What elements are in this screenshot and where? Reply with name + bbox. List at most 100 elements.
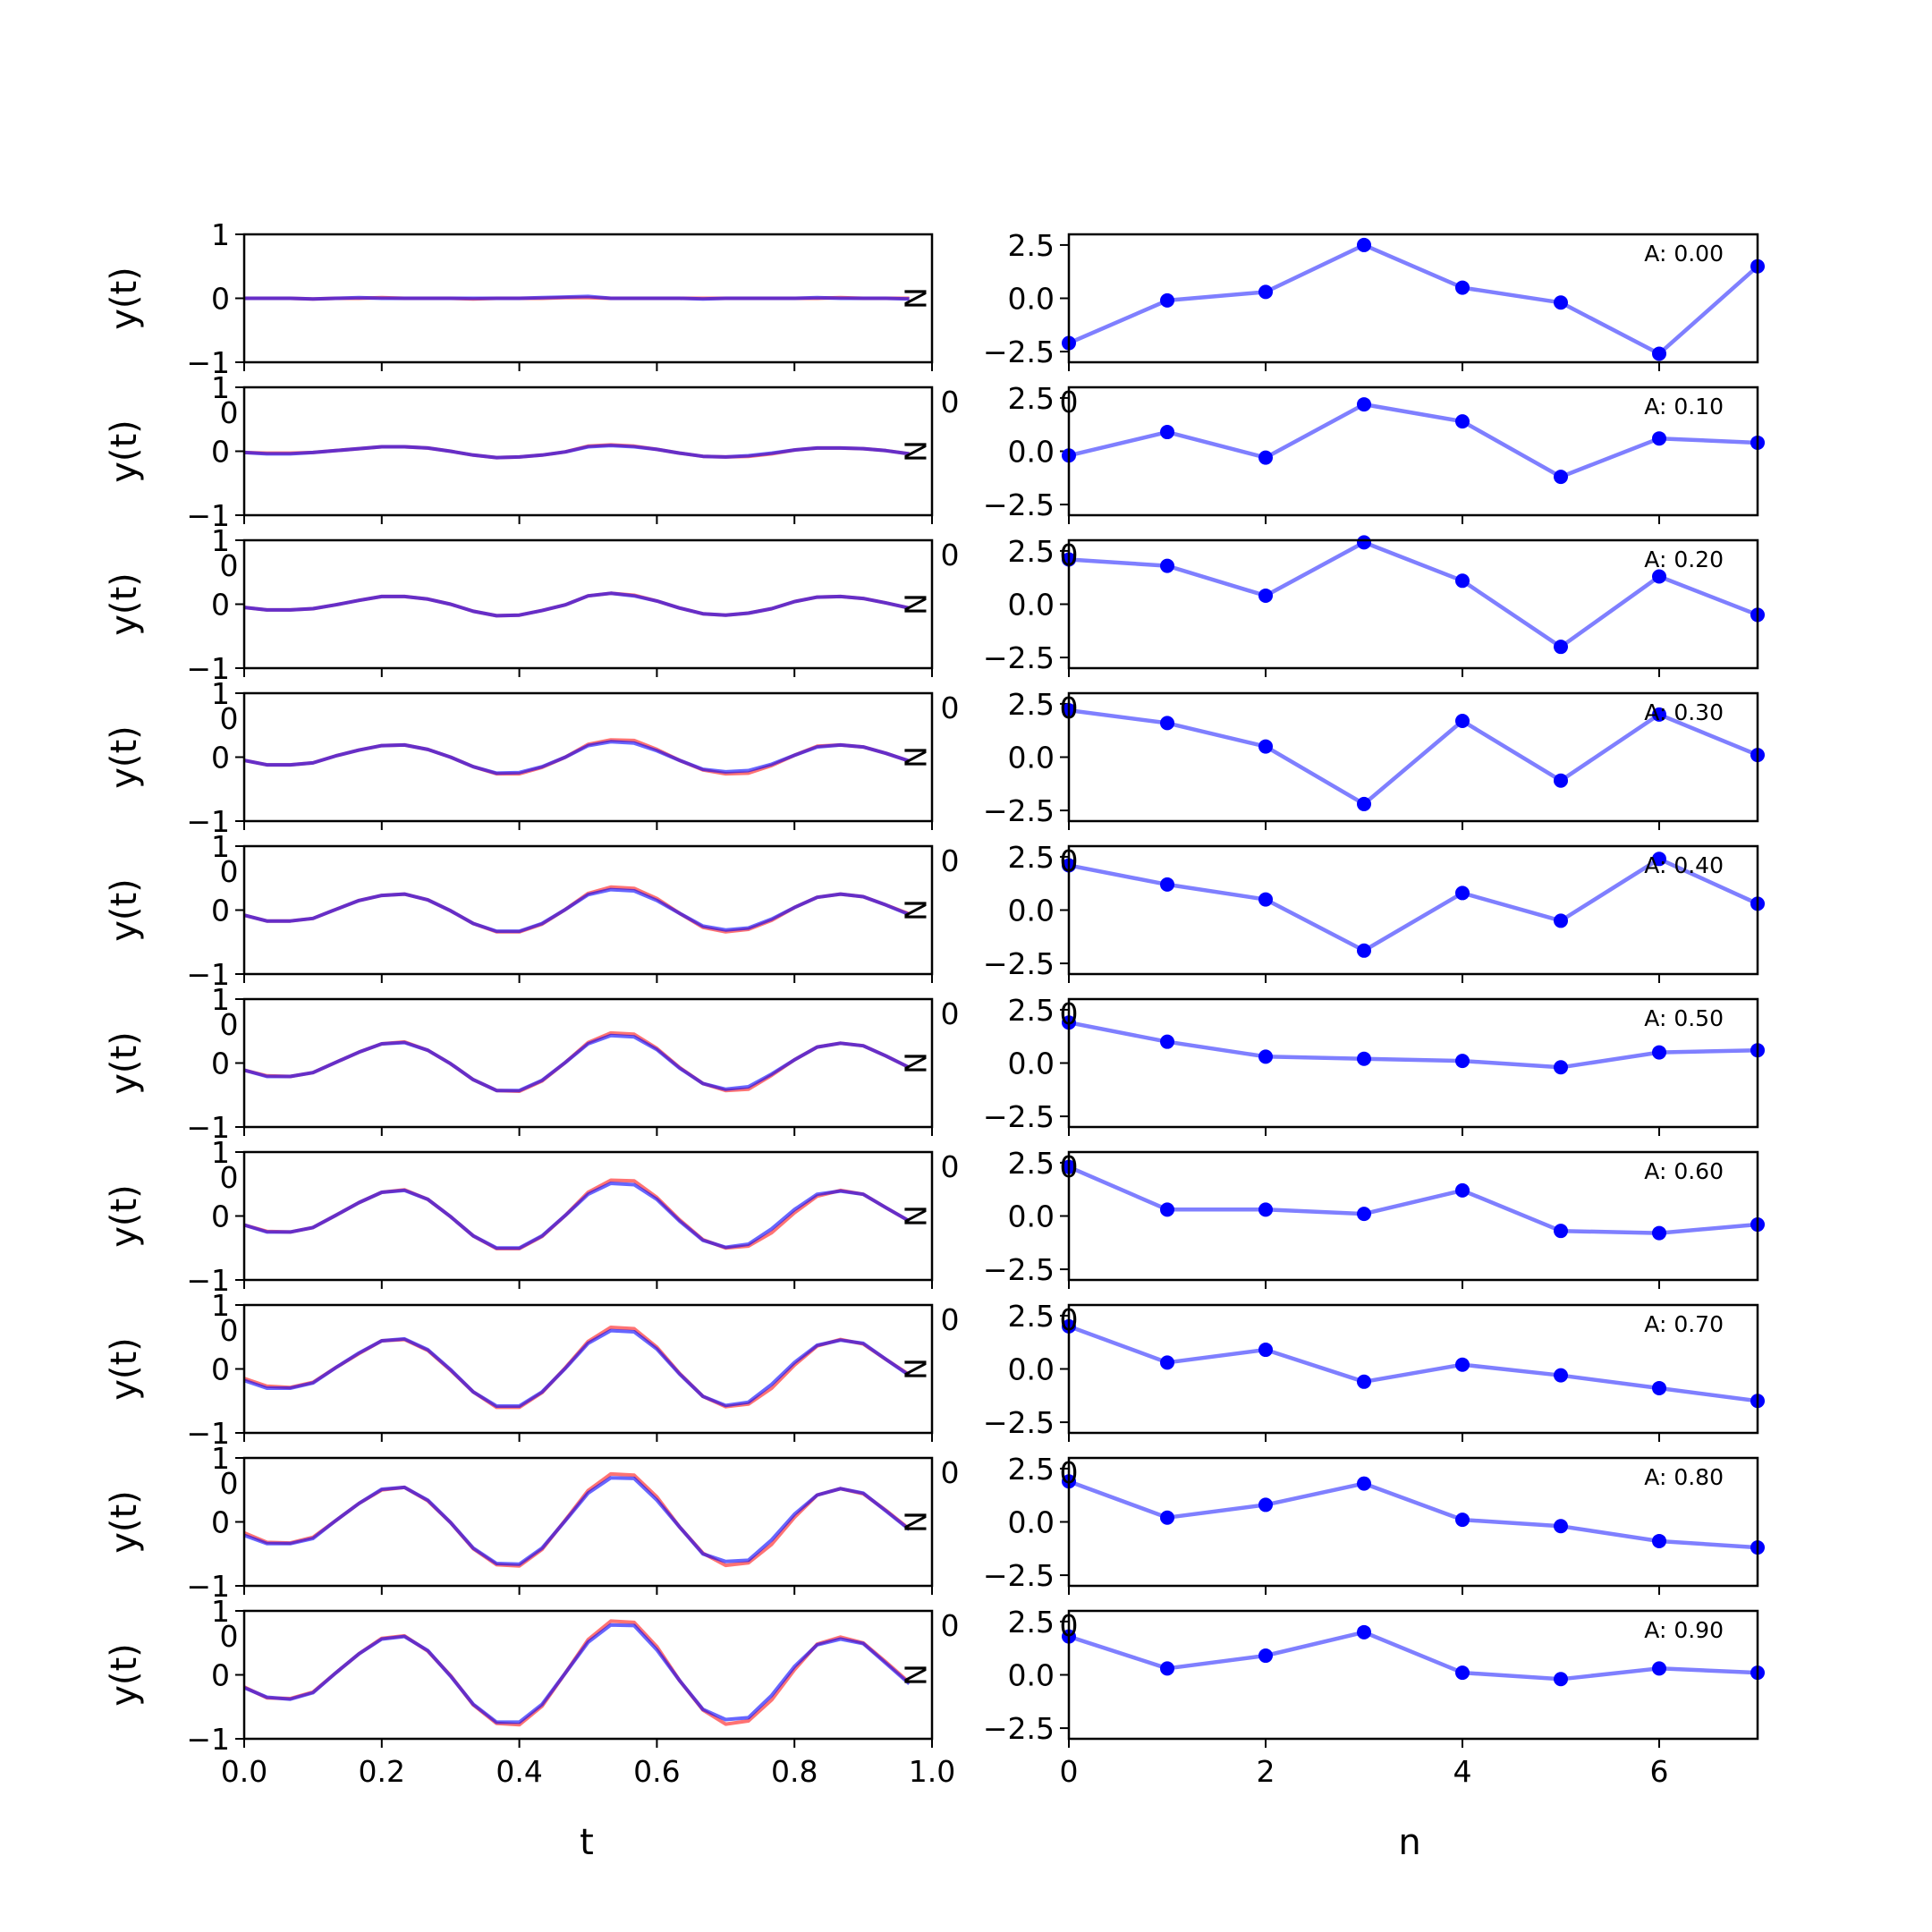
y-tick-label: −1	[186, 345, 230, 380]
right-panel-2: 2.5 0.0 −2.5 A: 0.20 0 0	[941, 534, 1765, 677]
data-point	[1160, 558, 1174, 573]
stray-label: 0	[1060, 996, 1079, 1031]
y-tick-label: 1	[211, 523, 230, 558]
plot-area	[244, 885, 911, 934]
panel-annotation: A: 0.20	[1644, 547, 1724, 572]
y-tick-label: 2.5	[1008, 1146, 1055, 1181]
data-point	[1554, 1060, 1568, 1075]
stray-label: 0	[941, 538, 960, 572]
data-point	[1258, 1202, 1273, 1217]
y-axis-title: y(t)	[104, 1490, 145, 1554]
x-tick-label: 4	[1453, 1754, 1472, 1789]
y-tick-label: 0	[211, 1199, 230, 1234]
panel-frame	[1067, 386, 1759, 517]
stray-label: 0	[1060, 691, 1079, 725]
data-point	[1554, 1519, 1568, 1534]
plot-area	[244, 1178, 911, 1250]
stray-label: 0	[1060, 538, 1079, 572]
y-tick-label: 0.0	[1008, 894, 1055, 928]
data-point	[1652, 707, 1666, 722]
y-axis-title: y(t)	[104, 1337, 145, 1401]
stray-label: N	[899, 899, 934, 921]
y-tick-label: 0.0	[1008, 1352, 1055, 1387]
data-point	[1160, 877, 1174, 892]
right-panel-3: 2.5 0.0 −2.5 A: 0.30 0 0	[941, 687, 1765, 830]
plot-area	[1069, 242, 1758, 356]
series-line	[244, 1476, 911, 1566]
panel-annotation: A: 0.90	[1644, 1617, 1724, 1643]
y-tick-label: 0.0	[1008, 1658, 1055, 1693]
panel-frame	[1067, 1609, 1759, 1741]
data-point	[1455, 280, 1470, 295]
right-panel-7: 2.5 0.0 −2.5 A: 0.70 0 0	[941, 1299, 1765, 1442]
stray-label: 0	[220, 854, 239, 889]
right-panel-5: 2.5 0.0 −2.5 A: 0.50 0 0	[941, 993, 1765, 1136]
data-point	[1455, 1182, 1470, 1198]
stray-label: N	[899, 440, 934, 462]
data-point	[1652, 852, 1666, 867]
series-line	[244, 738, 911, 776]
series-line	[244, 1178, 911, 1250]
y-tick-label: 2.5	[1008, 534, 1055, 569]
data-point	[1357, 1624, 1371, 1640]
y-tick-label: −1	[186, 651, 230, 686]
data-point	[1258, 1049, 1273, 1064]
plot-area	[1069, 708, 1758, 807]
panel-frame	[242, 1150, 934, 1282]
stray-label: 0	[220, 1466, 239, 1501]
series-line	[244, 740, 911, 775]
data-point	[1554, 295, 1568, 310]
y-tick-label: 0	[211, 741, 230, 775]
data-point	[1455, 1513, 1470, 1528]
y-tick-label: −1	[186, 498, 230, 533]
stray-label: N	[899, 1664, 934, 1686]
panel-annotation: A: 0.10	[1644, 394, 1724, 419]
panel-frame	[1067, 844, 1759, 976]
plot-area	[244, 294, 910, 301]
stray-label: 0	[941, 691, 960, 725]
stray-label: 0	[1060, 1302, 1079, 1337]
series-line	[1069, 540, 1758, 649]
x-tick-label: 0.2	[359, 1754, 405, 1789]
y-tick-label: 0	[211, 894, 230, 928]
series-line	[244, 444, 910, 460]
y-tick-label: 1	[211, 829, 230, 864]
plot-area	[1069, 1630, 1758, 1682]
data-point	[1554, 1368, 1568, 1383]
plot-area	[1069, 857, 1758, 953]
plot-area	[1069, 1165, 1758, 1235]
data-point	[1258, 1343, 1273, 1358]
plot-area	[244, 1030, 911, 1093]
y-tick-label: −1	[186, 804, 230, 839]
plot-area	[244, 738, 911, 776]
data-point	[1258, 739, 1273, 754]
y-tick-label: 1	[211, 217, 230, 252]
data-point	[1160, 1661, 1174, 1676]
y-tick-label: 0	[211, 588, 230, 623]
data-point	[1258, 588, 1273, 603]
stray-label: N	[899, 746, 934, 768]
left-panel-0: −1 0 1 Ny(t)	[104, 217, 934, 380]
panel-annotation: A: 0.00	[1644, 241, 1724, 267]
x-tick-label: 0.0	[221, 1754, 267, 1789]
data-point	[1455, 1357, 1470, 1372]
y-tick-label: 0	[211, 282, 230, 317]
data-point	[1357, 1476, 1371, 1491]
data-point	[1652, 1225, 1666, 1241]
y-tick-label: −1	[186, 957, 230, 992]
y-tick-label: 0	[211, 1046, 230, 1081]
panel-frame	[242, 233, 934, 364]
data-point	[1455, 573, 1470, 589]
x-tick-label: 0.4	[496, 1754, 542, 1789]
stray-label: 0	[220, 1007, 239, 1042]
x-tick-label: 0.6	[633, 1754, 680, 1789]
y-tick-label: 0.0	[1008, 282, 1055, 317]
data-point	[1554, 470, 1568, 485]
series-line	[1069, 1630, 1758, 1682]
y-axis-title: y(t)	[104, 725, 145, 789]
